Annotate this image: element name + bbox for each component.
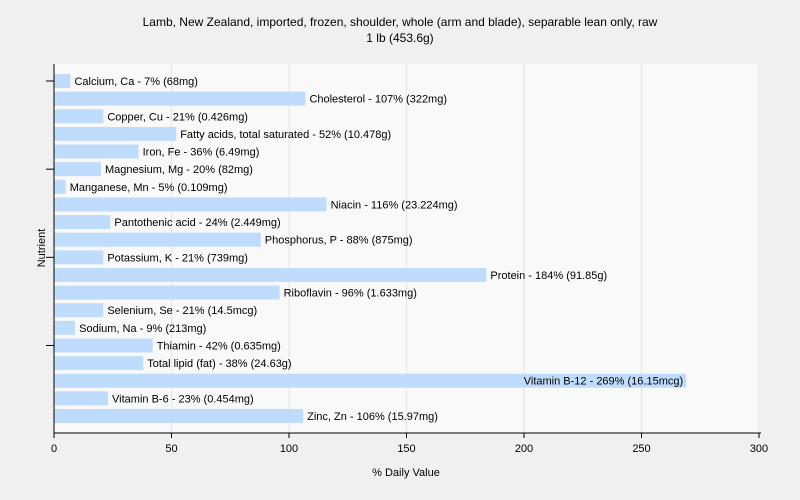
- data-label: Thiamin - 42% (0.635mg): [157, 340, 281, 352]
- bar: [54, 356, 144, 371]
- data-label: Selenium, Se - 21% (14.5mcg): [107, 305, 257, 317]
- bar: [54, 91, 306, 106]
- data-label: Iron, Fe - 36% (6.49mg): [143, 147, 260, 159]
- data-label: Total lipid (fat) - 38% (24.63g): [147, 358, 291, 370]
- x-tick-label: 250: [632, 443, 650, 455]
- bar: [54, 267, 487, 282]
- x-axis-label: % Daily Value: [372, 467, 440, 479]
- bar: [54, 285, 280, 300]
- data-label: Copper, Cu - 21% (0.426mg): [107, 111, 248, 123]
- y-axis-label: Nutrient: [36, 229, 48, 268]
- bar: [54, 250, 104, 265]
- data-label: Protein - 184% (91.85g): [490, 270, 607, 282]
- bar: [54, 373, 687, 388]
- data-label: Zinc, Zn - 106% (15.97mg): [307, 411, 438, 423]
- chart-subtitle: 1 lb (453.6g): [366, 31, 434, 45]
- data-label: Pantothenic acid - 24% (2.449mg): [114, 217, 280, 229]
- x-tick-label: 300: [750, 443, 768, 455]
- data-label: Potassium, K - 21% (739mg): [107, 252, 248, 264]
- bar: [54, 109, 104, 124]
- data-label: Vitamin B-12 - 269% (16.15mcg): [524, 376, 683, 388]
- x-tick-label: 100: [280, 443, 298, 455]
- bar: [54, 338, 153, 353]
- data-label: Riboflavin - 96% (1.633mg): [284, 288, 417, 300]
- data-label: Magnesium, Mg - 20% (82mg): [105, 164, 253, 176]
- bar: [54, 232, 261, 247]
- x-tick-label: 0: [51, 443, 57, 455]
- data-label: Sodium, Na - 9% (213mg): [79, 323, 206, 335]
- bar: [54, 197, 327, 212]
- x-tick-label: 50: [165, 443, 177, 455]
- data-label: Manganese, Mn - 5% (0.109mg): [70, 182, 228, 194]
- data-label: Phosphorus, P - 88% (875mg): [265, 235, 413, 247]
- bar: [54, 162, 101, 177]
- x-tick-label: 200: [515, 443, 533, 455]
- bar: [54, 303, 104, 318]
- data-label: Fatty acids, total saturated - 52% (10.4…: [180, 129, 391, 141]
- data-label: Vitamin B-6 - 23% (0.454mg): [112, 393, 254, 405]
- bar: [54, 179, 66, 194]
- bar: [54, 144, 139, 159]
- bar: [54, 126, 177, 141]
- data-label: Niacin - 116% (23.224mg): [331, 199, 458, 211]
- bar: [54, 215, 111, 230]
- bar: [54, 74, 71, 88]
- x-tick-label: 150: [397, 443, 415, 455]
- bar: [54, 391, 109, 406]
- chart-title: Lamb, New Zealand, imported, frozen, sho…: [142, 15, 658, 29]
- data-label: Cholesterol - 107% (322mg): [309, 94, 447, 106]
- bar: [54, 320, 76, 335]
- data-label: Calcium, Ca - 7% (68mg): [74, 76, 197, 88]
- bar: [54, 409, 304, 423]
